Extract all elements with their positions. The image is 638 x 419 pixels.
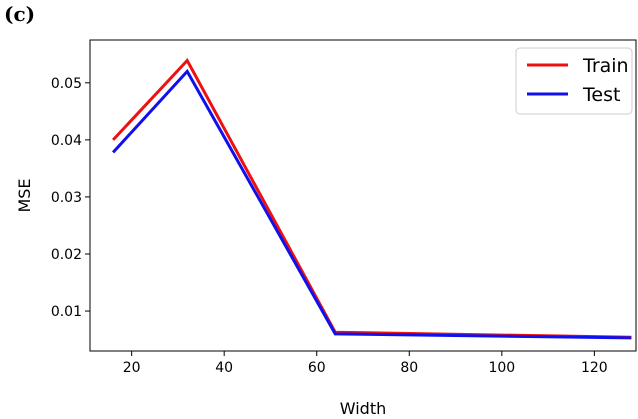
x-tick-label: 60	[308, 360, 326, 376]
legend: Train Test	[515, 47, 633, 115]
y-tick-label: 0.03	[51, 190, 82, 206]
plot-frame	[89, 39, 637, 352]
y-tick-label: 0.04	[51, 133, 82, 149]
x-tick-label: 100	[488, 360, 515, 376]
x-axis-ticks: 20 40 60 80 100 120	[123, 351, 608, 376]
panel-label: (c)	[4, 2, 36, 26]
y-axis-ticks: 0.01 0.02 0.03 0.04 0.05	[51, 76, 90, 320]
series-line-test	[111, 68, 632, 340]
y-tick-label: 0.05	[51, 76, 82, 92]
x-tick-label: 120	[581, 360, 608, 376]
legend-label-train: Train	[582, 55, 629, 77]
y-axis-label: MSE	[15, 178, 34, 212]
series-layer	[111, 57, 632, 340]
x-axis-label: Width	[340, 399, 386, 418]
x-tick-label: 40	[215, 360, 233, 376]
x-tick-label: 20	[123, 360, 141, 376]
y-tick-label: 0.01	[51, 304, 82, 320]
x-tick-label: 80	[400, 360, 418, 376]
legend-label-test: Test	[582, 84, 620, 106]
y-tick-label: 0.02	[51, 247, 82, 263]
